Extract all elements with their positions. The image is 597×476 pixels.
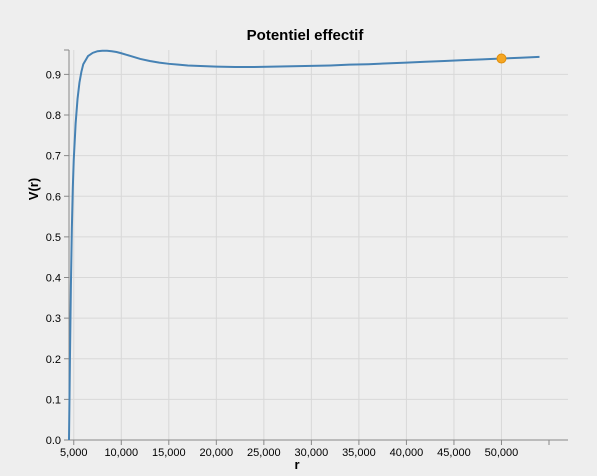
y-tick-label: 0.8 — [46, 110, 61, 122]
marker-point[interactable] — [496, 53, 507, 64]
x-tick-label: 5,000 — [60, 447, 88, 459]
y-tick-label: 0.0 — [46, 435, 61, 447]
x-axis-title: r — [294, 457, 299, 472]
y-tick-label: 0.9 — [46, 69, 61, 81]
chart-title: Potentiel effectif — [247, 27, 365, 44]
grid — [69, 50, 568, 441]
y-tick-label: 0.4 — [46, 273, 61, 285]
series-line — [68, 49, 540, 441]
x-tick-label: 50,000 — [485, 447, 519, 459]
x-tick-label: 10,000 — [104, 447, 138, 459]
x-tick-label: 15,000 — [152, 447, 186, 459]
y-tick-label: 0.3 — [46, 313, 61, 325]
x-tick-label: 25,000 — [247, 447, 281, 459]
y-tick-label: 0.2 — [46, 354, 61, 366]
plot-area — [68, 49, 540, 441]
y-tick-label: 0.5 — [46, 232, 61, 244]
y-tick-label: 0.6 — [46, 191, 61, 203]
y-tick-label: 0.1 — [46, 394, 61, 406]
axes: 5,000 10,000 15,000 20,000 25,000 30,000 35,00… — [46, 49, 568, 459]
y-tick-label: 0.7 — [46, 151, 61, 163]
x-tick-label: 40,000 — [390, 447, 424, 459]
y-axis-title: V(r) — [26, 178, 41, 200]
x-tick-label: 45,000 — [437, 447, 471, 459]
x-tick-label: 20,000 — [199, 447, 233, 459]
x-tick-label: 35,000 — [342, 447, 376, 459]
x-tick-label: 30,000 — [295, 447, 329, 459]
